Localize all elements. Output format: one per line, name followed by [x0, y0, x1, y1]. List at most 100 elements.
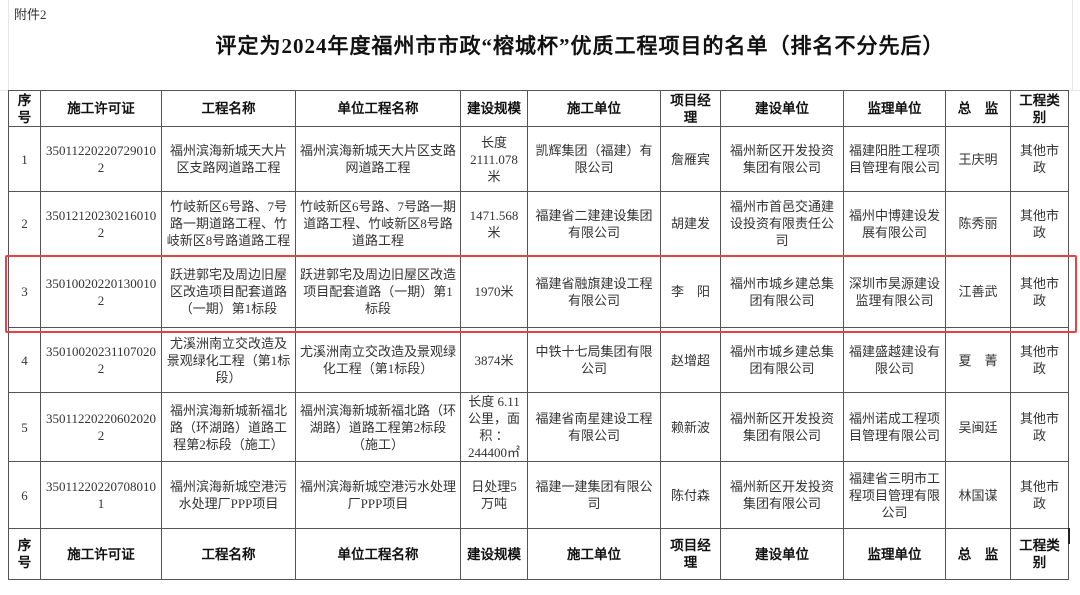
table-cell: 长度 6.11公里，面积 ：244400㎡ — [460, 392, 528, 462]
table-cell: 江善武 — [945, 255, 1011, 328]
table-cell: 福建省三明市工程项目管理有限公司 — [843, 461, 946, 529]
table-cell: 福建省南星建设工程有限公司 — [527, 392, 661, 462]
table-cell: 350121202302160102 — [40, 191, 162, 256]
table-cell: 其他市政 — [1010, 392, 1069, 462]
table-cell: 350100202201300102 — [40, 255, 162, 328]
column-header: 施工许可证 — [40, 528, 162, 580]
table-cell: 5 — [8, 392, 41, 462]
table-cell: 竹岐新区6号路、7号路一期道路工程、竹岐新区8号路道路工程 — [295, 191, 461, 256]
table-cell: 林国谋 — [945, 461, 1011, 529]
table-cell: 6 — [8, 461, 41, 529]
column-header: 单位工程名称 — [295, 528, 461, 580]
table-cell: 福建省融旗建设工程有限公司 — [527, 255, 661, 328]
table-cell: 竹岐新区6号路、7号路一期道路工程、竹岐新区8号路道路工程 — [161, 191, 296, 256]
table-cell: 350112202206020202 — [40, 392, 162, 462]
table-cell: 尤溪洲南立交改造及景观绿化工程（第1标段） — [161, 327, 296, 393]
table-cell: 福州滨海新城天大片区支路网道路工程 — [295, 126, 461, 192]
header-row: 序号 施工许可证 工程名称 单位工程名称 建设规模 施工单位 项目经理 建设单位 监理单位总 监… — [8, 90, 1069, 127]
text-cursor — [1068, 528, 1070, 544]
table-cell: 陈付森 — [660, 461, 721, 529]
table-cell: 福州市首邑交通建设投资有限责任公司 — [720, 191, 844, 256]
table-cell: 深圳市昊源建设监理有限公司 — [843, 255, 946, 328]
attachment-label: 附件2 — [14, 7, 47, 22]
table-cell: 福州滨海新城新福北路（环湖路）道路工程第2标段（施工） — [161, 392, 296, 462]
table-cell: 福州滨海新城新福北路（环湖路）道路工程第2标段（施工） — [295, 392, 461, 462]
document-title: 评定为2024年度福州市市政“榕城杯”优质工程项目的名单（排名不分先后） — [215, 34, 945, 58]
table-cell: 其他市政 — [1010, 461, 1069, 529]
project-list-table: 序号 施工许可证 工程名称 单位工程名称 建设规模 施工单位 项目经理 建设单位 监理单位总 监… — [8, 90, 1069, 580]
column-header: 施工单位 — [527, 528, 661, 580]
table-cell: 福州新区开发投资集团有限公司 — [720, 461, 844, 529]
table-cell: 跃进郭宅及周边旧屋区改造项目配套道路（一期）第1标段 — [295, 255, 461, 328]
footer-header-row: 序号 施工许可证 工程名称 单位工程名称 建设规模 施工单位 项目经理 建设单位 监理单位总 监… — [8, 528, 1069, 580]
table-cell: 赵增超 — [660, 327, 721, 393]
column-header: 建设规模 — [460, 528, 528, 580]
table-cell: 尤溪洲南立交改造及景观绿化工程（第1标段） — [295, 327, 461, 393]
gridline — [8, 0, 9, 90]
table-cell: 夏 菁 — [945, 327, 1011, 393]
table-cell: 日处理5万吨 — [460, 461, 528, 529]
table-cell: 3 — [8, 255, 41, 328]
table-cell: 福州中博建设发展有限公司 — [843, 191, 946, 256]
table-cell: 福建省二建建设集团有限公司 — [527, 191, 661, 256]
table-cell: 福州滨海新城空港污水处理厂PPP项目 — [295, 461, 461, 529]
table-cell: 350100202311070202 — [40, 327, 162, 393]
table-cell: 吴闽廷 — [945, 392, 1011, 462]
table-cell: 中铁十七局集团有限公司 — [527, 327, 661, 393]
column-header: 监理单位 — [843, 528, 946, 580]
column-header: 项目经理 — [660, 90, 721, 127]
table-cell: 王庆明 — [945, 126, 1011, 192]
table-cell: 福建一建集团有限公司 — [527, 461, 661, 529]
column-header: 施工单位 — [527, 90, 661, 127]
column-header: 建设单位 — [720, 90, 844, 127]
table-cell: 福州诺成工程项目管理有限公司 — [843, 392, 946, 462]
column-header: 工程名称 — [161, 528, 296, 580]
column-header: 总 监 — [945, 528, 1011, 580]
column-header: 建设单位 — [720, 528, 844, 580]
table-row: 6 350112202207080101 福州滨海新城空港污水处理厂PPP项目 福州滨… — [8, 461, 1069, 529]
column-header: 监理单位 — [843, 90, 946, 127]
column-header: 序号 — [8, 90, 41, 127]
table-cell: 2 — [8, 191, 41, 256]
column-header: 项目经理 — [660, 528, 721, 580]
table-cell: 福建盛越建设有限公司 — [843, 327, 946, 393]
table-cell: 福州滨海新城空港污水处理厂PPP项目 — [161, 461, 296, 529]
table-cell: 詹雁宾 — [660, 126, 721, 192]
column-header: 工程类别 — [1010, 90, 1069, 127]
table-cell: 350112202207290102 — [40, 126, 162, 192]
table-cell: 长度2111.078米 — [460, 126, 528, 192]
table-row: 2 350121202302160102 竹岐新区6号路、7号路一期道路工程、竹岐新… — [8, 191, 1069, 256]
column-header: 单位工程名称 — [295, 90, 461, 127]
table-row: 1 350112202207290102 福州滨海新城天大片区支路网道路工程 福州滨海… — [8, 126, 1069, 192]
table-row: 5 350112202206020202 福州滨海新城新福北路（环湖路）道路工程第2… — [8, 392, 1069, 462]
table-cell: 福州新区开发投资集团有限公司 — [720, 392, 844, 462]
table-cell: 赖新波 — [660, 392, 721, 462]
gridline — [1072, 0, 1073, 90]
table-cell: 1471.568米 — [460, 191, 528, 256]
table-cell: 其他市政 — [1010, 255, 1069, 328]
table-cell: 福州市城乡建总集团有限公司 — [720, 255, 844, 328]
column-header: 总 监 — [945, 90, 1011, 127]
table-cell: 4 — [8, 327, 41, 393]
table-cell: 其他市政 — [1010, 191, 1069, 256]
table-cell: 1 — [8, 126, 41, 192]
table-cell: 其他市政 — [1010, 327, 1069, 393]
table-cell: 350112202207080101 — [40, 461, 162, 529]
column-header: 序号 — [8, 528, 41, 580]
table-cell: 其他市政 — [1010, 126, 1069, 192]
table-cell: 李 阳 — [660, 255, 721, 328]
table-cell: 3874米 — [460, 327, 528, 393]
table-cell: 凯辉集团（福建）有限公司 — [527, 126, 661, 192]
table-cell: 1970米 — [460, 255, 528, 328]
table-cell: 胡建发 — [660, 191, 721, 256]
table-cell: 福州滨海新城天大片区支路网道路工程 — [161, 126, 296, 192]
table-cell: 陈秀丽 — [945, 191, 1011, 256]
table-cell: 福州市城乡建总集团有限公司 — [720, 327, 844, 393]
table-row: 4 350100202311070202 尤溪洲南立交改造及景观绿化工程（第1标段）… — [8, 327, 1069, 393]
table-cell: 福州新区开发投资集团有限公司 — [720, 126, 844, 192]
column-header: 建设规模 — [460, 90, 528, 127]
column-header: 工程类别 — [1010, 528, 1069, 580]
table-row: 3 350100202201300102 跃进郭宅及周边旧屋区改造项目配套道路（一期… — [8, 255, 1069, 328]
column-header: 施工许可证 — [40, 90, 162, 127]
table-cell: 跃进郭宅及周边旧屋区改造项目配套道路（一期）第1标段 — [161, 255, 296, 328]
